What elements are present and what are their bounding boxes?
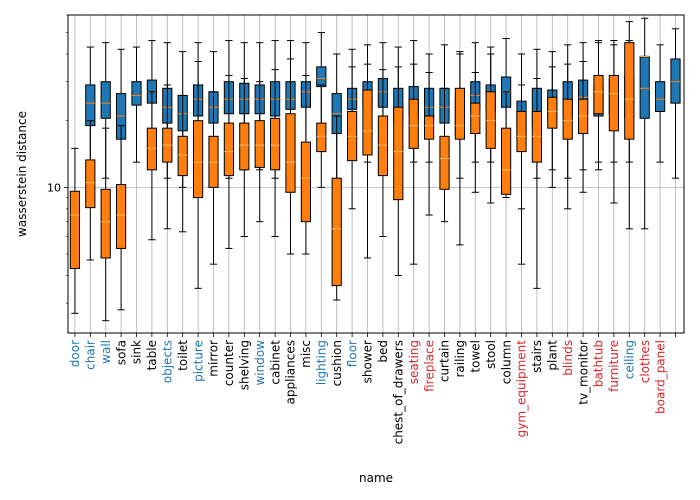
blue-box — [670, 58, 681, 104]
y-axis-ticks: 10 — [47, 14, 68, 304]
x-tick-label: plant — [546, 340, 560, 371]
plot-frame — [67, 14, 685, 334]
orange-box — [593, 74, 604, 115]
orange-box — [424, 115, 435, 140]
orange-box — [316, 122, 327, 153]
x-tick-label: gym_equipment — [515, 340, 529, 438]
x-tick-label: door — [68, 340, 82, 367]
orange-box — [254, 120, 265, 168]
x-tick-label: objects — [161, 340, 175, 383]
x-tick-label: shelving — [238, 340, 252, 390]
x-tick-label: bathtub — [592, 340, 606, 387]
x-tick-label: column — [499, 340, 513, 384]
x-tick-label: railing — [453, 340, 467, 378]
x-tick-label: stairs — [530, 340, 544, 373]
x-tick-label: ceiling — [623, 340, 637, 379]
x-tick-label: chest_of_drawers — [392, 340, 406, 444]
orange-box — [331, 177, 342, 287]
blue-box — [655, 81, 666, 113]
orange-box — [193, 120, 204, 198]
orange-box — [116, 184, 127, 249]
orange-box — [223, 122, 235, 177]
blue-box — [639, 55, 650, 119]
x-tick-label: shower — [361, 340, 375, 383]
blue-box — [100, 81, 111, 119]
orange-box — [408, 98, 419, 149]
x-tick-label: picture — [191, 340, 205, 382]
x-axis-ticks: door chair wall sofa sink table objects toilet p… — [68, 333, 676, 444]
orange-box — [547, 96, 558, 129]
x-tick-label: sink — [130, 340, 144, 364]
x-tick-label: furniture — [607, 340, 621, 392]
orange-box — [393, 106, 404, 201]
y-axis-label: wasserstein distance — [15, 111, 29, 237]
orange-box — [516, 111, 527, 153]
x-tick-label: sofa — [114, 340, 128, 365]
orange-box — [501, 127, 512, 195]
x-tick-label: seating — [407, 340, 421, 384]
x-tick-label: cushion — [330, 340, 344, 386]
x-tick-label: chair — [84, 340, 98, 370]
orange-box — [485, 91, 496, 149]
orange-box — [439, 135, 450, 190]
x-tick-label: board_panel — [653, 340, 667, 414]
x-tick-label: misc — [299, 340, 313, 368]
orange-box — [454, 87, 465, 140]
x-axis-label: name — [359, 471, 393, 485]
x-tick-label: bed — [376, 340, 390, 363]
x-tick-label: blinds — [561, 340, 575, 376]
x-tick-label: counter — [222, 340, 236, 386]
x-tick-label: lighting — [315, 340, 329, 385]
x-tick-label: curtain — [438, 340, 452, 382]
x-tick-label: wall — [99, 340, 113, 364]
orange-box — [624, 42, 635, 140]
orange-box — [362, 89, 373, 156]
orange-box — [69, 190, 81, 270]
x-tick-label: appliances — [284, 340, 298, 404]
x-tick-label: stool — [484, 340, 498, 369]
orange-box — [177, 135, 188, 177]
orange-box — [270, 117, 281, 171]
orange-box — [146, 127, 158, 171]
orange-box — [562, 98, 573, 140]
orange-box — [85, 159, 96, 209]
grid-layer — [68, 15, 684, 333]
blue-box — [131, 81, 142, 106]
x-tick-label: cabinet — [268, 340, 282, 385]
orange-box — [608, 74, 619, 132]
blue-box — [85, 84, 96, 127]
x-tick-label: clothes — [638, 340, 652, 383]
x-tick-label: towel — [469, 340, 483, 373]
x-tick-label: mirror — [207, 340, 221, 377]
x-tick-label: window — [253, 340, 267, 386]
blue-box — [316, 66, 327, 88]
orange-box — [300, 141, 311, 223]
y-tick-label: 10 — [47, 181, 61, 194]
x-tick-label: table — [145, 340, 159, 370]
orange-box — [239, 122, 250, 171]
x-tick-label: tv_monitor — [576, 340, 590, 405]
box-layer — [69, 17, 681, 322]
x-tick-label: floor — [345, 340, 359, 367]
orange-box — [100, 188, 111, 259]
x-tick-label: toilet — [176, 340, 190, 371]
orange-box — [285, 113, 296, 193]
orange-box — [531, 111, 542, 163]
orange-box — [470, 102, 481, 135]
x-tick-label: fireplace — [422, 340, 436, 392]
orange-box — [377, 115, 388, 177]
